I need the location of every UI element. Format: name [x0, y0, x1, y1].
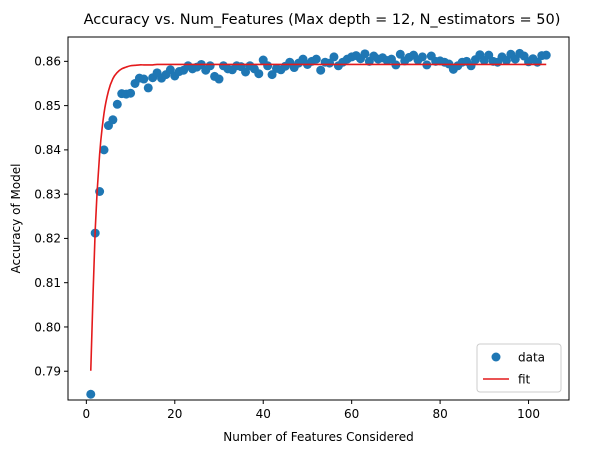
y-tick-label: 0.82 [34, 232, 61, 246]
x-axis: 0 20 40 60 80 100 [83, 400, 540, 421]
data-point [311, 54, 321, 64]
data-point [143, 83, 153, 93]
axes-frame [67, 36, 570, 401]
data-point [254, 69, 264, 79]
data-point [112, 99, 122, 109]
data-point [417, 52, 427, 62]
data-point [360, 49, 370, 59]
data-point [329, 52, 339, 62]
data-point [126, 88, 136, 98]
data-point [99, 145, 109, 155]
y-tick-label: 0.84 [34, 143, 61, 157]
data-point [316, 65, 326, 75]
data-point [108, 115, 118, 125]
chart-title: Accuracy vs. Num_Features (Max depth = 1… [84, 12, 561, 28]
x-tick-label: 60 [344, 407, 359, 421]
y-tick-label: 0.83 [34, 187, 61, 201]
x-tick-label: 100 [517, 407, 540, 421]
data-point [139, 74, 149, 84]
plot-area [67, 36, 570, 401]
data-point [205, 61, 215, 71]
y-axis: 0.79 0.80 0.81 0.82 0.83 0.84 0.85 0.86 [34, 55, 68, 379]
x-tick-label: 40 [256, 407, 271, 421]
data-point [214, 74, 224, 84]
data-point [86, 389, 96, 399]
y-tick-label: 0.81 [34, 276, 61, 290]
x-tick-label: 20 [167, 407, 182, 421]
y-tick-label: 0.85 [34, 99, 61, 113]
data-point [241, 67, 251, 77]
data-point [263, 61, 273, 71]
y-tick-label: 0.86 [34, 55, 61, 69]
legend: data fit [476, 343, 562, 393]
x-tick-label: 80 [432, 407, 447, 421]
legend-data-label: data [518, 351, 545, 365]
x-axis-label: Number of Features Considered [223, 430, 413, 444]
y-tick-label: 0.79 [34, 365, 61, 379]
x-tick-label: 0 [83, 407, 91, 421]
data-point [395, 49, 405, 59]
data-point [501, 55, 511, 65]
data-point [484, 50, 494, 60]
data-point [267, 70, 277, 80]
data-point [325, 58, 335, 68]
data-point [165, 65, 175, 75]
legend-data-marker [491, 352, 501, 362]
legend-fit-label: fit [518, 373, 531, 387]
y-axis-label: Accuracy of Model [9, 163, 23, 273]
data-point [541, 50, 551, 60]
y-tick-label: 0.80 [34, 320, 61, 334]
series-layer [86, 48, 551, 399]
fit-line [89, 63, 547, 371]
